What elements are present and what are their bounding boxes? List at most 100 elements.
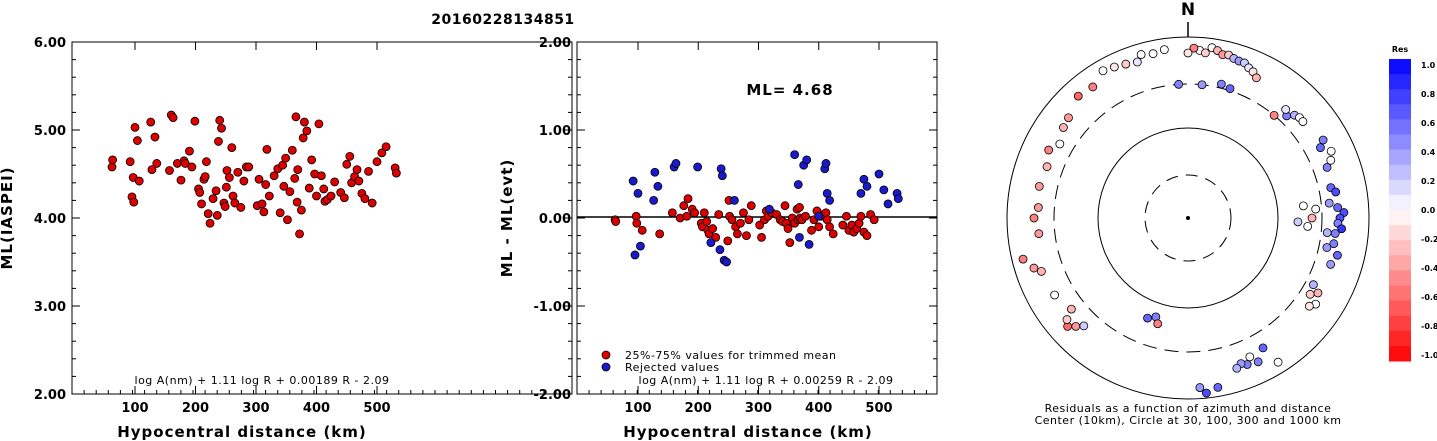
middle-y-tick-label: 2.00 xyxy=(539,36,571,51)
north-label: N xyxy=(1181,0,1195,20)
rejected-point xyxy=(730,195,739,205)
polar-residual-point xyxy=(1159,45,1169,55)
colorbar-swatch xyxy=(1389,89,1411,105)
left-data-point xyxy=(298,133,308,143)
left-data-point xyxy=(239,176,249,186)
polar-residual-point xyxy=(1253,357,1263,367)
polar-residual-point xyxy=(1055,139,1065,149)
left-data-point xyxy=(180,159,190,168)
left-data-point xyxy=(230,198,240,208)
left-data-point xyxy=(262,144,272,154)
colorbar-tick-label: -0.2 xyxy=(1421,235,1437,244)
polar-residual-point xyxy=(1109,62,1119,72)
rejected-point xyxy=(636,241,645,251)
colorbar-swatch xyxy=(1389,149,1411,166)
polar-residual-point xyxy=(1293,217,1303,227)
left-data-point xyxy=(224,173,234,182)
polar-residual-point xyxy=(1258,343,1268,353)
polar-residual-point xyxy=(1216,79,1226,89)
polar-residual-point xyxy=(1318,135,1328,145)
polar-residual-point xyxy=(1037,266,1046,276)
polar-residual-point xyxy=(1313,288,1323,298)
left-data-point xyxy=(257,199,267,209)
left-data-point xyxy=(312,191,321,201)
rejected-point xyxy=(802,155,812,165)
polar-residual-point xyxy=(1174,79,1184,89)
left-data-point xyxy=(304,183,314,193)
rejected-point xyxy=(893,194,903,204)
rejected-point xyxy=(821,159,831,168)
polar-residual-point xyxy=(1079,321,1089,331)
polar-residual-point xyxy=(1333,250,1342,260)
colorbar-swatch xyxy=(1389,119,1411,135)
colorbar-swatch xyxy=(1389,164,1411,181)
left-data-point xyxy=(187,162,197,172)
polar-residual-point xyxy=(1308,280,1318,290)
left-data-point xyxy=(281,153,291,163)
accepted-point xyxy=(736,218,745,228)
polar-residual-point xyxy=(1148,49,1158,59)
rejected-point xyxy=(716,164,726,174)
middle-chart: 100 200 300 400 500 -2.00 -1.00 0.00 1.00 2.00 ML… xyxy=(498,36,938,441)
left-data-point xyxy=(292,197,302,207)
middle-x-tick-label: 100 xyxy=(624,401,651,416)
colorbar-tick-label: -0.6 xyxy=(1421,293,1437,302)
middle-y-tick-label: -1.00 xyxy=(534,300,571,315)
rejected-point xyxy=(874,169,884,179)
colorbar-tick-label: 0.4 xyxy=(1421,148,1436,157)
left-data-point xyxy=(290,173,300,183)
middle-y-tick-label: 0.00 xyxy=(539,212,571,227)
left-data-point xyxy=(352,165,362,175)
accepted-point xyxy=(746,201,756,211)
polar-residual-point xyxy=(1034,181,1044,191)
colorbar-swatch xyxy=(1389,240,1411,256)
left-data-point xyxy=(212,210,222,220)
polar-residual-point xyxy=(1050,290,1060,300)
left-data-point xyxy=(291,112,301,122)
accepted-point xyxy=(785,238,795,248)
left-data-point xyxy=(233,167,243,177)
rejected-point xyxy=(630,250,640,260)
polar-points xyxy=(1018,43,1349,398)
accepted-point xyxy=(807,225,816,235)
polar-plot: N Residuals as a function of azimuth and… xyxy=(1006,0,1370,427)
accepted-point xyxy=(757,232,766,242)
colorbar-title: Res xyxy=(1392,45,1409,54)
accepted-point xyxy=(682,211,692,221)
left-data-point xyxy=(195,188,205,197)
polar-residual-point xyxy=(1195,383,1205,392)
colorbar-swatch xyxy=(1389,74,1411,90)
middle-axis-ticks: 100 200 300 400 500 -2.00 -1.00 0.00 1.00 2.00 xyxy=(534,36,937,416)
accepted-point xyxy=(838,220,848,230)
accepted-point xyxy=(702,217,712,226)
rejected-point xyxy=(628,176,638,186)
left-data-point xyxy=(285,187,295,197)
rejected-point xyxy=(722,257,731,267)
left-x-tick-label: 400 xyxy=(303,401,330,416)
left-data-point xyxy=(150,132,160,142)
left-data-point xyxy=(295,229,304,239)
rejected-point xyxy=(764,204,774,214)
accepted-point xyxy=(699,208,709,218)
accepted-point xyxy=(825,222,834,232)
left-data-point xyxy=(197,199,206,209)
left-data-point xyxy=(342,159,352,169)
colorbar-tick-label: -0.8 xyxy=(1421,322,1437,331)
accepted-point xyxy=(655,229,665,239)
polar-residual-point xyxy=(1059,123,1068,132)
colorbar-tick-label: -0.4 xyxy=(1421,264,1437,273)
polar-residual-point xyxy=(1062,315,1072,324)
colorbar-swatch xyxy=(1389,210,1411,226)
polar-residual-point xyxy=(1132,57,1142,67)
accepted-point xyxy=(690,208,700,218)
middle-y-tick-label: -2.00 xyxy=(534,388,571,403)
left-data-point xyxy=(377,148,387,158)
left-data-point xyxy=(345,151,355,161)
polar-residual-point xyxy=(1304,301,1314,311)
accepted-point xyxy=(795,203,804,212)
legend-red-marker xyxy=(601,350,611,360)
rejected-point xyxy=(804,239,814,249)
polar-residual-point xyxy=(1307,213,1317,223)
polar-residual-point xyxy=(1183,48,1193,58)
